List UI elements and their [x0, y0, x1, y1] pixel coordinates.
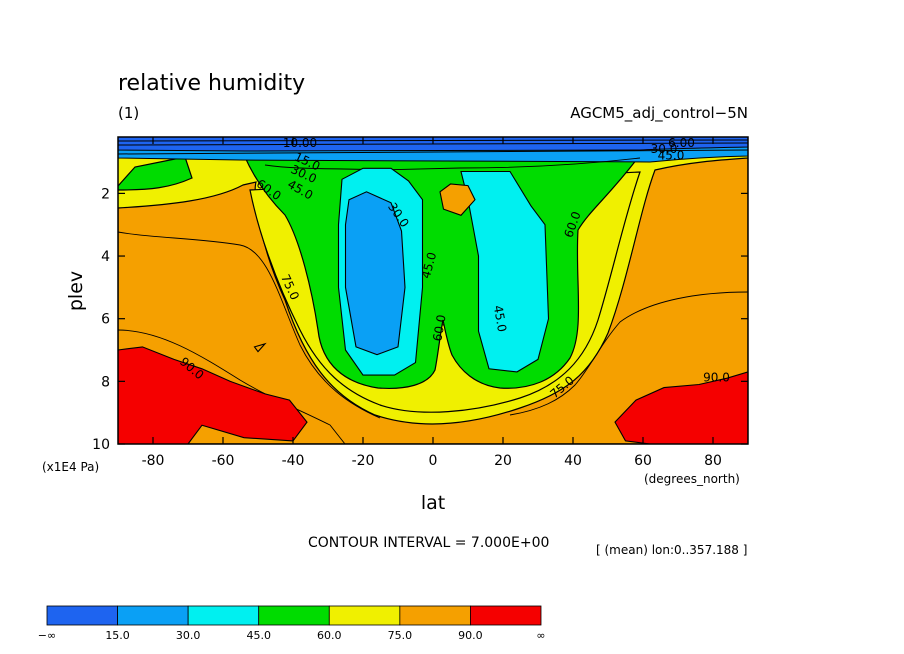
- colorbar-swatch-5: [399, 605, 471, 626]
- chart-subtitle-left: (1): [118, 104, 139, 122]
- colorbar-swatch-1: [117, 605, 189, 626]
- chart-title: relative humidity: [118, 71, 305, 96]
- x-tick-label-7: 60: [634, 453, 652, 469]
- region-30-45-3: [460, 170, 550, 373]
- data-region-layer: [118, 167, 748, 444]
- colorbar-label-1: 15.0: [105, 629, 130, 642]
- x-tick-label-6: 40: [564, 453, 582, 469]
- x-tick-label-2: -40: [282, 453, 305, 469]
- y-tick-label-3: 8: [101, 374, 110, 390]
- colorbar-label-2: 30.0: [176, 629, 201, 642]
- chart-subtitle-right: AGCM5_adj_control−5N: [570, 104, 748, 123]
- plot-area: 10.0015.030.045.060.075.090.030.045.060.…: [118, 136, 748, 444]
- x-units-label: (degrees_north): [644, 472, 740, 486]
- y-axis: 2 4 6 8 10: [92, 186, 748, 453]
- x-tick-label-1: -60: [212, 453, 235, 469]
- contour-label-15: 30.0: [651, 142, 678, 156]
- colorbar-swatch-0: [46, 605, 118, 626]
- colorbar-label-6: 90.0: [458, 629, 483, 642]
- x-tick-label-0: -80: [142, 453, 165, 469]
- y-tick-label-2: 6: [101, 312, 110, 328]
- x-tick-label-3: -20: [352, 453, 375, 469]
- thin-contour-75-left: [118, 231, 381, 419]
- contour-label-0: 10.00: [283, 136, 317, 150]
- y-units-label: (x1E4 Pa): [42, 460, 99, 474]
- y-axis-label: plev: [65, 271, 87, 311]
- colorbar-label-5: 75.0: [388, 629, 413, 642]
- region-90-100-1: [614, 371, 748, 444]
- colorbar: −∞ 15.0 30.0 45.0 60.0 75.0 90.0 ∞: [38, 605, 546, 642]
- x-axis-label: lat: [421, 492, 445, 514]
- y-tick-label-0: 2: [101, 186, 110, 202]
- region-45-60-left: [118, 156, 193, 191]
- colorbar-label-4: 60.0: [317, 629, 342, 642]
- x-tick-label-4: 0: [429, 453, 438, 469]
- thin-contour-75-right: [509, 291, 748, 416]
- top-contour-line-3: [118, 149, 748, 155]
- colorbar-swatch-4: [328, 605, 401, 626]
- contour-label-16: 45.0: [658, 148, 685, 162]
- colorbar-swatch-6: [470, 605, 542, 626]
- mean-longitude-text: [ (mean) lon:0..357.188 ]: [596, 543, 747, 557]
- contour-label-14: 6.00: [668, 136, 695, 150]
- contour-label-13: 90.0: [703, 371, 730, 385]
- region-75-90-5: [253, 342, 267, 353]
- colorbar-label-7: ∞: [536, 629, 545, 642]
- region-15-30-4: [344, 191, 406, 356]
- region-90-100-0: [118, 346, 308, 444]
- x-axis: -80 -60 -40 -20 0 20 40 60 80: [142, 137, 722, 469]
- y-tick-label-1: 4: [101, 249, 110, 265]
- x-tick-label-5: 20: [494, 453, 512, 469]
- contour-interval-text: CONTOUR INTERVAL = 7.000E+00: [308, 535, 549, 551]
- thin-contour-90-left: [118, 329, 346, 444]
- colorbar-label-3: 45.0: [246, 629, 271, 642]
- contour-label-8: 45.0: [419, 251, 439, 280]
- y-tick-label-4: 10: [92, 437, 110, 453]
- colorbar-swatch-3: [258, 605, 330, 626]
- region-75-90: [118, 157, 748, 444]
- x-tick-label-8: 80: [704, 453, 722, 469]
- thin-contour-inner-top: [264, 157, 641, 171]
- contour-label-10: 45.0: [491, 304, 509, 333]
- contour-label-9: 60.0: [430, 314, 448, 343]
- colorbar-label-0: −∞: [38, 629, 56, 642]
- region-75-90-6: [439, 183, 476, 216]
- colorbar-swatch-2: [187, 605, 260, 626]
